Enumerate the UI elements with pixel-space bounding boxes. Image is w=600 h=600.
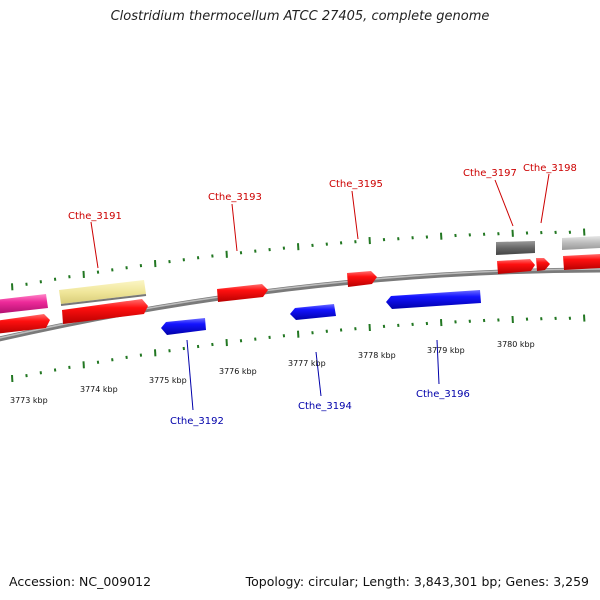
gene-forward xyxy=(536,258,550,271)
axis-tick-label: 3773 kbp xyxy=(10,396,48,405)
genome-summary-text: Topology: circular; Length: 3,843,301 bp… xyxy=(245,574,589,589)
feature-magenta xyxy=(0,294,48,314)
feature-gray-light xyxy=(562,236,600,250)
feature-yellow-underline xyxy=(60,294,147,306)
gene-forward xyxy=(62,299,148,324)
gene-label-forward: Cthe_3197 xyxy=(463,168,517,179)
label-leader xyxy=(186,339,194,411)
gene-label-reverse: Cthe_3192 xyxy=(170,416,224,427)
label-leader xyxy=(351,190,359,240)
gene-label-forward: Cthe_3195 xyxy=(329,179,383,190)
gene-reverse xyxy=(290,304,336,320)
gene-forward xyxy=(563,254,600,270)
gene-label-reverse: Cthe_3196 xyxy=(416,389,470,400)
gene-forward xyxy=(497,259,535,274)
genome-backbone xyxy=(0,267,600,342)
axis-tick-label: 3779 kbp xyxy=(427,346,465,355)
gene-label-forward: Cthe_3191 xyxy=(68,211,122,222)
accession-text: Accession: NC_009012 xyxy=(9,574,152,589)
outer-ticks xyxy=(11,228,586,291)
gene-label-reverse: Cthe_3194 xyxy=(298,401,352,412)
feature-yellow xyxy=(59,280,146,304)
feature-gray-dark xyxy=(496,241,535,255)
axis-tick-label: 3776 kbp xyxy=(219,367,257,376)
label-leader xyxy=(436,339,440,385)
label-leader xyxy=(494,179,514,227)
axis-tick-label: 3774 kbp xyxy=(80,385,118,394)
gene-reverse xyxy=(161,318,206,335)
axis-ticks xyxy=(11,314,586,383)
label-leader xyxy=(315,351,322,397)
axis-tick-label: 3775 kbp xyxy=(149,376,187,385)
label-leader xyxy=(231,203,238,252)
gene-forward xyxy=(217,284,268,302)
label-leader xyxy=(90,221,99,269)
gene-label-forward: Cthe_3198 xyxy=(523,163,577,174)
map-title: Clostridium thermocellum ATCC 27405, com… xyxy=(110,9,490,24)
axis-tick-label: 3780 kbp xyxy=(497,340,535,349)
gene-forward xyxy=(0,314,50,334)
axis-tick-label: 3778 kbp xyxy=(358,351,396,360)
genome-backbone-highlight xyxy=(0,268,600,339)
gene-label-forward: Cthe_3193 xyxy=(208,192,262,203)
label-leader xyxy=(540,173,550,224)
gene-forward xyxy=(347,271,377,287)
gene-reverse xyxy=(386,290,481,309)
axis-tick-label: 3777 kbp xyxy=(288,359,326,368)
